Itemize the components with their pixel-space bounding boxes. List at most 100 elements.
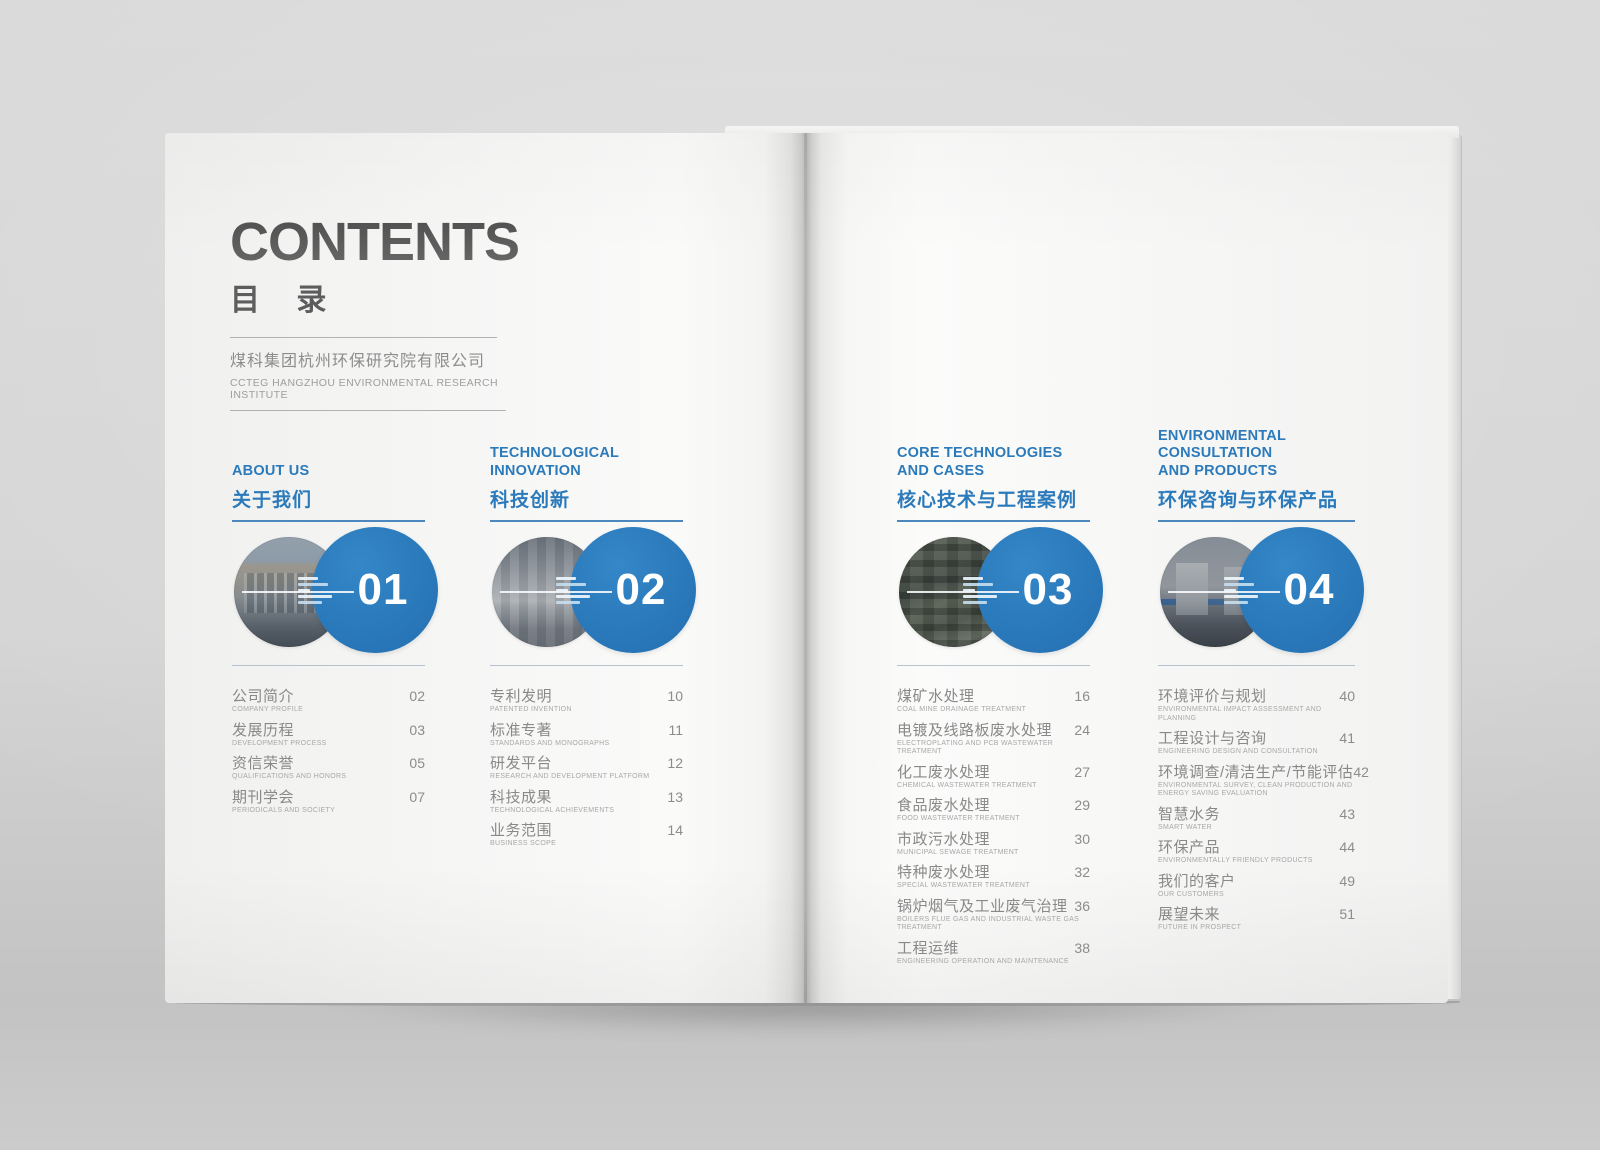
toc-item-list: 煤矿水处理 16 COAL MINE DRAINAGE TREATMENT 电镀… bbox=[897, 688, 1090, 966]
toc-item-page-number: 27 bbox=[1074, 763, 1090, 780]
toc-item-title: 煤矿水处理 bbox=[897, 688, 975, 705]
toc-item: 锅炉烟气及工业废气治理 36 BOILERS FLUE GAS AND INDU… bbox=[897, 898, 1090, 933]
toc-item-page-number: 41 bbox=[1339, 730, 1355, 746]
toc-item-caption: QUALIFICATIONS AND HONORS bbox=[232, 773, 347, 780]
toc-item-title: 专利发明 bbox=[490, 688, 553, 705]
section-underline bbox=[1158, 520, 1355, 522]
toc-item-page-number: 44 bbox=[1339, 839, 1355, 855]
page-title: CONTENTS bbox=[230, 212, 520, 272]
toc-item-page-number: 30 bbox=[1074, 830, 1090, 847]
toc-item-title: 环境调查/清洁生产/节能评估 bbox=[1158, 763, 1354, 781]
toc-item: 特种废水处理 32 SPECIAL WASTEWATER TREATMENT bbox=[897, 864, 1090, 891]
toc-item-caption: DEVELOPMENT PROCESS bbox=[232, 739, 327, 747]
toc-item: 工程设计与咨询 41 ENGINEERING DESIGN AND CONSUL… bbox=[1158, 730, 1355, 757]
toc-section-technological-innovation: TECHNOLOGICAL INNOVATION 科技创新 02 bbox=[490, 433, 696, 856]
toc-item-caption: FUTURE IN PROSPECT bbox=[1158, 924, 1242, 931]
toc-item: 我们的客户 49 OUR CUSTOMERS bbox=[1158, 873, 1355, 900]
toc-item-caption: ELECTROPLATING AND PCB WASTEWATER TREATM… bbox=[897, 739, 1054, 756]
toc-item: 食品废水处理 29 FOOD WASTEWATER TREATMENT bbox=[897, 797, 1090, 824]
toc-item-caption: RESEARCH AND DEVELOPMENT PLATFORM bbox=[490, 773, 650, 780]
toc-item: 专利发明 10 PATENTED INVENTION bbox=[490, 688, 683, 715]
section-badge-group: 03 bbox=[897, 525, 1103, 659]
section-number-badge: 04 bbox=[1238, 527, 1364, 653]
toc-item-title: 电镀及线路板废水处理 bbox=[897, 721, 1053, 739]
section-underline bbox=[490, 520, 683, 522]
section-number: 04 bbox=[1283, 565, 1335, 614]
toc-item-caption: PERIODICALS AND SOCIETY bbox=[232, 806, 335, 814]
toc-item: 资信荣誉 05 QUALIFICATIONS AND HONORS bbox=[232, 755, 425, 782]
toc-item: 发展历程 03 DEVELOPMENT PROCESS bbox=[232, 722, 425, 749]
toc-item-page-number: 49 bbox=[1339, 872, 1355, 889]
toc-item-page-number: 03 bbox=[409, 721, 425, 738]
toc-item-title: 发展历程 bbox=[232, 721, 295, 739]
toc-item-page-number: 32 bbox=[1074, 864, 1090, 880]
toc-item-title: 我们的客户 bbox=[1158, 872, 1236, 890]
section-footer-rule bbox=[1158, 665, 1355, 666]
toc-item: 期刊学会 07 PERIODICALS AND SOCIETY bbox=[232, 789, 425, 816]
section-title-chinese: 环保咨询与环保产品 bbox=[1158, 490, 1339, 511]
toc-item-page-number: 10 bbox=[667, 688, 683, 704]
toc-item-title: 展望未来 bbox=[1158, 906, 1221, 923]
toc-item-page-number: 42 bbox=[1353, 763, 1369, 780]
toc-item: 科技成果 13 TECHNOLOGICAL ACHIEVEMENTS bbox=[490, 789, 683, 816]
page-bottom-edge bbox=[167, 1001, 1460, 1006]
section-title-english: ENVIRONMENTAL CONSULTATION AND PRODUCTS bbox=[1158, 427, 1286, 479]
toc-item-title: 锅炉烟气及工业废气治理 bbox=[897, 897, 1068, 915]
section-header: ABOUT US 关于我们 bbox=[232, 433, 425, 512]
section-header: TECHNOLOGICAL INNOVATION 科技创新 bbox=[490, 433, 683, 512]
book-spine-crease bbox=[804, 133, 807, 1003]
contents-masthead: CONTENTS 目 录 煤科集团杭州环保研究院有限公司 CCTEG HANGZ… bbox=[230, 211, 520, 411]
toc-item-page-number: 05 bbox=[409, 755, 425, 771]
toc-item-caption: TECHNOLOGICAL ACHIEVEMENTS bbox=[490, 806, 615, 814]
toc-item: 化工废水处理 27 CHEMICAL WASTEWATER TREATMENT bbox=[897, 764, 1090, 791]
section-header: ENVIRONMENTAL CONSULTATION AND PRODUCTS … bbox=[1158, 428, 1355, 512]
toc-item-title: 食品废水处理 bbox=[897, 797, 991, 814]
toc-item-caption: ENVIRONMENTAL IMPACT ASSESSMENT AND PLAN… bbox=[1158, 706, 1322, 722]
section-title-chinese: 核心技术与工程案例 bbox=[897, 490, 1078, 511]
toc-item-title: 公司简介 bbox=[232, 688, 295, 705]
toc-item-title: 标准专著 bbox=[490, 721, 553, 739]
toc-item-page-number: 36 bbox=[1074, 897, 1090, 914]
toc-item-page-number: 14 bbox=[667, 822, 683, 838]
toc-item-page-number: 38 bbox=[1074, 939, 1090, 956]
toc-item: 展望未来 51 FUTURE IN PROSPECT bbox=[1158, 906, 1355, 933]
book-floor-shadow bbox=[150, 998, 1460, 1050]
toc-section-core-technologies: CORE TECHNOLOGIES AND CASES 核心技术与工程案例 03 bbox=[897, 433, 1103, 973]
section-footer-rule bbox=[897, 665, 1090, 666]
toc-item-page-number: 12 bbox=[667, 755, 683, 771]
section-number-badge: 01 bbox=[312, 527, 438, 653]
toc-item-caption: FOOD WASTEWATER TREATMENT bbox=[897, 815, 1020, 822]
toc-item-page-number: 16 bbox=[1074, 688, 1090, 704]
section-number: 01 bbox=[357, 565, 409, 614]
toc-item: 工程运维 38 ENGINEERING OPERATION AND MAINTE… bbox=[897, 940, 1090, 967]
toc-item-caption: CHEMICAL WASTEWATER TREATMENT bbox=[897, 781, 1037, 789]
section-badge-group: 01 bbox=[232, 525, 438, 659]
section-underline bbox=[897, 520, 1090, 522]
section-title-english: TECHNOLOGICAL INNOVATION bbox=[490, 445, 620, 479]
toc-section-about-us: ABOUT US 关于我们 01 公司简介 bbox=[232, 433, 438, 822]
toc-item-list: 专利发明 10 PATENTED INVENTION 标准专著 11 STAND… bbox=[490, 688, 683, 849]
toc-item-title: 环保产品 bbox=[1158, 839, 1221, 856]
toc-item: 环境评价与规划 40 ENVIRONMENTAL IMPACT ASSESSME… bbox=[1158, 688, 1355, 723]
toc-item-page-number: 02 bbox=[409, 688, 425, 704]
toc-item-caption: COMPANY PROFILE bbox=[232, 706, 304, 713]
toc-item-caption: SMART WATER bbox=[1158, 823, 1212, 831]
page-stack-edge-right bbox=[1446, 135, 1462, 999]
toc-item-page-number: 43 bbox=[1339, 805, 1355, 822]
section-badge-group: 02 bbox=[490, 525, 696, 659]
toc-item-list: 公司简介 02 COMPANY PROFILE 发展历程 03 DEVELOPM… bbox=[232, 688, 425, 815]
toc-item-title: 特种废水处理 bbox=[897, 864, 991, 881]
toc-item-title: 环境评价与规划 bbox=[1158, 688, 1267, 705]
section-number-badge: 02 bbox=[570, 527, 696, 653]
toc-item-title: 资信荣誉 bbox=[232, 755, 295, 772]
section-title-english: ABOUT US bbox=[232, 462, 310, 479]
toc-item-page-number: 24 bbox=[1074, 721, 1090, 738]
toc-item-caption: ENGINEERING DESIGN AND CONSULTATION bbox=[1158, 748, 1318, 755]
toc-item-title: 业务范围 bbox=[490, 822, 553, 839]
company-name-english: CCTEG HANGZHOU ENVIRONMENTAL RESEARCH IN… bbox=[230, 377, 498, 401]
toc-item-page-number: 11 bbox=[668, 721, 683, 738]
toc-item-page-number: 51 bbox=[1339, 906, 1355, 922]
toc-item-caption: COAL MINE DRAINAGE TREATMENT bbox=[897, 706, 1027, 713]
toc-item: 业务范围 14 BUSINESS SCOPE bbox=[490, 822, 683, 849]
